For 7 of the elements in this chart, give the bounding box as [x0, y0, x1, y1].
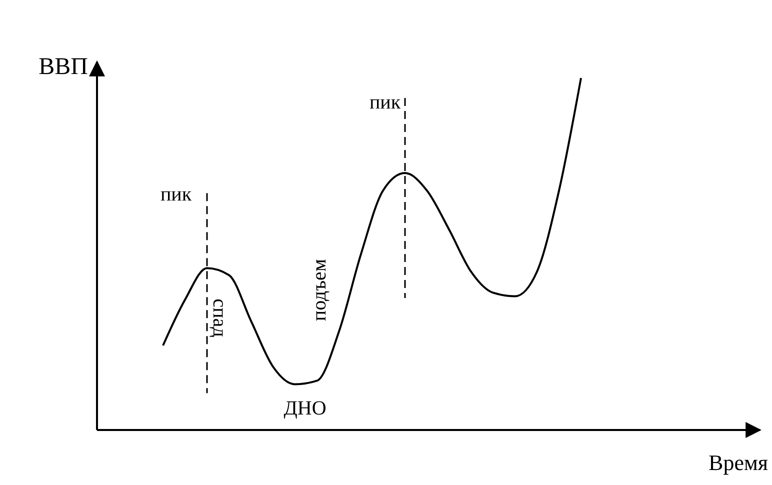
annotation: спад	[208, 298, 230, 338]
annotation: пик	[160, 184, 192, 206]
annotation: ДНО	[284, 398, 326, 420]
annotation: пик	[369, 92, 401, 114]
x-axis-title: Время	[708, 450, 768, 475]
annotation: подъем	[308, 258, 331, 322]
y-axis-title: ВВП	[38, 54, 88, 80]
